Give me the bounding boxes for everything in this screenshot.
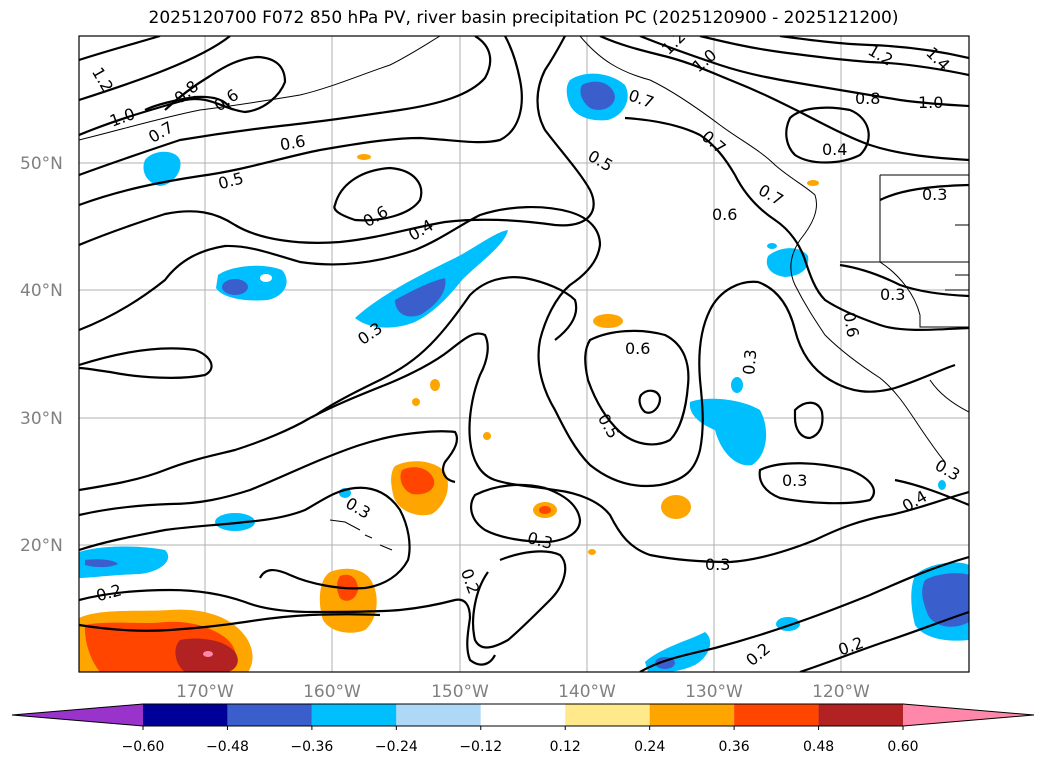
- precipitation-shading: [79, 73, 969, 672]
- colorbar-tick-label: 0.60: [887, 739, 918, 755]
- warm-anomaly-area: [412, 398, 420, 406]
- colorbar-tick-label: 0.36: [719, 739, 750, 755]
- latitude-axis: 50°N 40°N 30°N 20°N: [20, 154, 63, 556]
- lat-tick-label: 40°N: [20, 281, 63, 301]
- colorbar-tick-label: 0.24: [634, 739, 665, 755]
- warm-anomaly-area: [203, 651, 213, 657]
- colorbar-segment: [143, 704, 228, 726]
- lon-tick-label: 150°W: [431, 682, 489, 702]
- colorbar-segment: [227, 704, 312, 726]
- lon-tick-label: 170°W: [176, 682, 234, 702]
- lon-tick-label: 160°W: [303, 682, 361, 702]
- figure-title: 2025120700 F072 850 hPa PV, river basin …: [148, 8, 899, 28]
- colorbar-segment: [649, 704, 735, 726]
- contour-label: 0.8: [855, 89, 880, 108]
- cold-anomaly-area: [260, 274, 272, 282]
- graticule: [79, 36, 969, 672]
- cold-anomaly-area: [143, 151, 181, 186]
- cold-anomaly-area: [922, 573, 969, 627]
- contour-label: 0.3: [880, 285, 905, 304]
- colorbar-segment: [12, 704, 143, 726]
- colorbar-tick-label: −0.12: [459, 739, 502, 755]
- warm-anomaly-area: [661, 495, 691, 519]
- contour-label: 0.6: [712, 205, 737, 224]
- contour-label: 0.6: [839, 311, 862, 339]
- colorbar-segment: [903, 704, 1034, 726]
- contour-label: 0.6: [278, 131, 306, 154]
- cold-anomaly-area: [355, 230, 508, 328]
- colorbar-tick-label: −0.24: [375, 739, 418, 755]
- contour-label: 0.4: [822, 140, 847, 159]
- warm-anomaly-area: [593, 314, 623, 328]
- warm-anomaly-area: [357, 154, 371, 160]
- cold-anomaly-area: [731, 377, 743, 393]
- contour-label: 1.0: [918, 93, 943, 112]
- cold-anomaly-area: [222, 279, 248, 295]
- colorbar: −0.60 −0.48 −0.36 −0.24 −0.12 0.12 0.24 0.36 0.4…: [11, 703, 1035, 755]
- warm-anomaly-area: [400, 467, 435, 495]
- colorbar-tick-label: −0.60: [122, 739, 165, 755]
- colorbar-segment: [565, 704, 650, 726]
- cold-anomaly-area: [767, 243, 777, 249]
- contour-label: 0.3: [922, 185, 947, 204]
- cold-anomaly-area: [689, 398, 767, 466]
- cold-anomaly-area: [85, 559, 118, 568]
- lon-tick-label: 140°W: [558, 682, 616, 702]
- longitude-axis: 170°W 160°W 150°W 140°W 130°W 120°W: [176, 682, 870, 702]
- lat-tick-label: 20°N: [20, 536, 63, 556]
- map-background: [79, 36, 969, 672]
- cold-anomaly-area: [580, 81, 615, 110]
- lon-tick-label: 130°W: [685, 682, 743, 702]
- warm-anomaly-area: [483, 432, 491, 440]
- colorbar-tick-label: 0.48: [803, 739, 834, 755]
- colorbar-tick-label: −0.36: [290, 739, 333, 755]
- colorbar-segment: [818, 704, 903, 726]
- cold-anomaly-area: [938, 480, 946, 490]
- pv-contours: [79, 36, 969, 672]
- colorbar-segment: [311, 704, 397, 726]
- warm-anomaly-area: [588, 549, 596, 555]
- contour-label: 0.6: [625, 339, 650, 358]
- cold-anomaly-area: [79, 546, 169, 578]
- colorbar-segment: [396, 704, 481, 726]
- lat-tick-label: 30°N: [20, 409, 63, 429]
- contour-label: 0.3: [782, 471, 807, 490]
- colorbar-segment: [734, 704, 819, 726]
- colorbar-tick-label: −0.48: [206, 739, 249, 755]
- lat-tick-label: 50°N: [20, 154, 63, 174]
- warm-anomaly-area: [539, 506, 551, 514]
- contour-label: 0.3: [705, 555, 730, 574]
- colorbar-tick-label: 0.12: [550, 739, 581, 755]
- warm-anomaly-area: [319, 568, 377, 633]
- contour-label: 0.3: [739, 349, 760, 376]
- cold-anomaly-area: [395, 278, 446, 317]
- lon-tick-label: 120°W: [812, 682, 870, 702]
- cold-anomaly-area: [766, 248, 809, 277]
- warm-anomaly-area: [807, 180, 819, 186]
- warm-anomaly-area: [430, 379, 440, 391]
- map-frame: [78, 35, 970, 673]
- coastlines: [79, 36, 969, 551]
- colorbar-segment: [480, 704, 566, 726]
